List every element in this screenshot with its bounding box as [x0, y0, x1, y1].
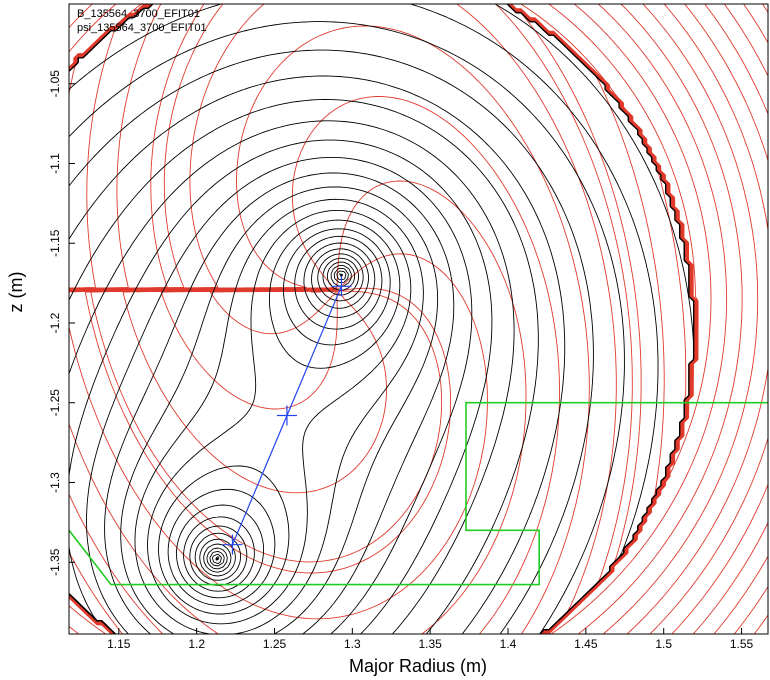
- field-contour-line: [69, 253, 488, 620]
- psi-contour-line: [147, 209, 412, 625]
- field-contour-line: [69, 25, 590, 634]
- psi-contour-line: [199, 257, 359, 577]
- field-contour-line: [671, 4, 768, 634]
- y-tick-label: -1.3: [48, 472, 62, 493]
- x-axis-title: Major Radius (m): [349, 656, 487, 676]
- y-tick-label: -1.25: [48, 389, 62, 417]
- field-contour-line: [122, 289, 387, 494]
- y-axis-ticks: -1.05 -1.1 -1.15 -1.2 -1.25 -1.3 -1.35: [48, 70, 75, 576]
- x-tick-label: 1.55: [730, 637, 754, 651]
- x-tick-label: 1.15: [107, 637, 131, 651]
- psi-contour-line: [86, 156, 473, 634]
- x-tick-label: 1.4: [500, 637, 517, 651]
- y-tick-label: -1.05: [48, 70, 62, 98]
- segment-cross-marker: [222, 534, 243, 555]
- y-axis-title: z (m): [6, 272, 26, 313]
- segment-layer: [222, 276, 352, 555]
- segment-cross-marker: [331, 276, 352, 297]
- psi-contour-line: [134, 198, 424, 634]
- field-contour-line: [603, 4, 759, 634]
- psi-contour-line: [167, 228, 391, 606]
- field-contour-line: [69, 4, 712, 634]
- y-tick-label: -1.1: [48, 153, 62, 174]
- field-contour-line: [69, 4, 743, 634]
- x-tick-label: 1.45: [574, 637, 598, 651]
- y-tick-label: -1.35: [48, 548, 62, 576]
- x-tick-label: 1.3: [344, 637, 361, 651]
- x-axis-ticks: 1.15 1.2 1.25 1.3 1.35 1.4 1.45 1.5 1.55: [107, 628, 754, 651]
- o-point-marker: [340, 273, 343, 277]
- psi-contour-line: [183, 242, 376, 592]
- field-contour-line: [69, 180, 527, 634]
- field-contour-line: [753, 614, 768, 634]
- plot-frame: [68, 3, 769, 635]
- x-tick-label: 1.35: [418, 637, 442, 651]
- segment-cross-marker: [276, 405, 297, 426]
- plot-background: [69, 4, 768, 634]
- y-tick-label: -1.15: [48, 229, 62, 257]
- legend-entry-psi: psi_135564_3700_EFIT01: [77, 22, 207, 34]
- legend: B_135564_3700_EFIT01 psi_135564_3700_EFI…: [77, 8, 207, 34]
- psi-contour-line: [206, 264, 352, 570]
- x-tick-label: 1.25: [263, 637, 287, 651]
- legend-entry-field: B_135564_3700_EFIT01: [77, 8, 200, 20]
- psi-contour-line: [104, 172, 455, 634]
- field-contour-line: [69, 4, 728, 634]
- x-tick-label: 1.2: [188, 637, 205, 651]
- psi-contour-line: [120, 186, 439, 634]
- field-contour-line: [733, 4, 768, 634]
- psi-contour-line: [175, 235, 383, 599]
- field-contour-line: [160, 290, 338, 410]
- x-tick-label: 1.5: [655, 637, 672, 651]
- field-contour-line: [90, 289, 443, 563]
- psi-contour-line: [211, 270, 347, 565]
- field-contour-line: [649, 4, 768, 634]
- wall-layer: [69, 401, 768, 586]
- o-point-marker: [215, 557, 219, 561]
- y-tick-label: -1.2: [48, 312, 62, 333]
- psi-contours: [69, 4, 695, 634]
- psi-contour-line: [69, 139, 493, 634]
- wall-outline: [69, 401, 768, 586]
